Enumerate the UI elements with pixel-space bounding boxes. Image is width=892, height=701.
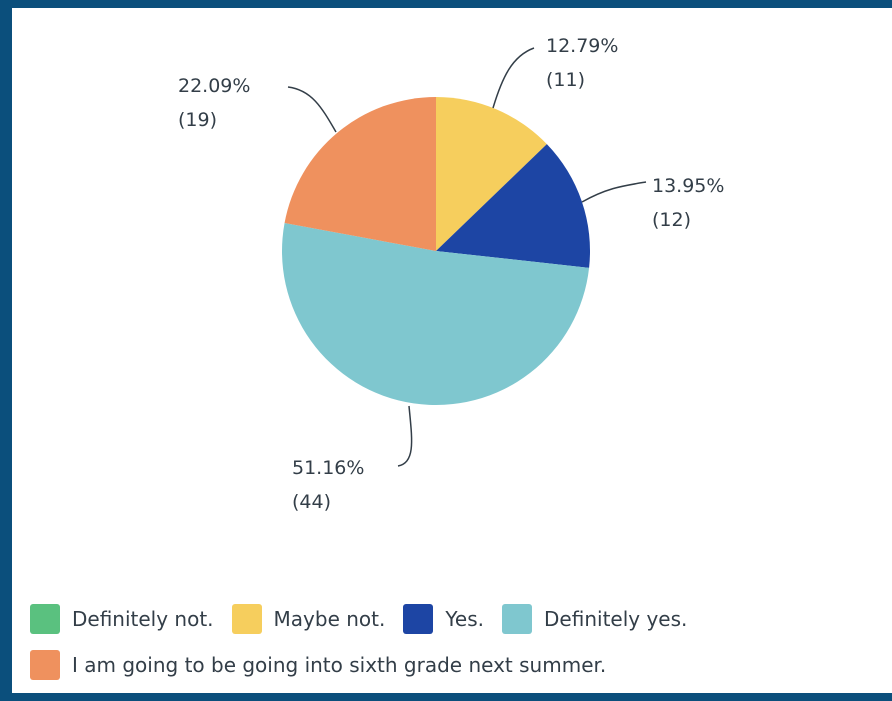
pie-slice-sixth-grade <box>284 97 436 251</box>
legend-label-definitely-not: Definitely not. <box>72 607 214 631</box>
legend-item-yes: Yes. <box>403 604 484 634</box>
legend-swatch-yes <box>403 604 434 634</box>
slice-percent-label-definitely-yes: 51.16% <box>292 457 364 479</box>
leader-line-sixth-grade <box>287 86 337 133</box>
legend-item-definitely-yes: Definitely yes. <box>502 604 687 634</box>
chart-legend: Definitely not. Maybe not. Yes. Definite… <box>30 596 890 688</box>
slice-count-label-yes: (12) <box>652 209 691 231</box>
legend-swatch-definitely-not <box>30 604 60 634</box>
pie-slice-maybe-not <box>436 97 547 251</box>
slice-count-label-maybe-not: (11) <box>546 69 585 91</box>
legend-row-2: I am going to be going into sixth grade … <box>30 642 890 688</box>
legend-item-definitely-not: Definitely not. <box>30 604 214 634</box>
leader-line-definitely-yes <box>397 405 413 467</box>
legend-label-yes: Yes. <box>445 607 485 631</box>
legend-swatch-definitely-yes <box>502 604 533 634</box>
pie-slice-yes <box>436 144 590 268</box>
slice-count-label-sixth-grade: (19) <box>178 109 217 131</box>
slice-percent-label-sixth-grade: 22.09% <box>178 75 250 97</box>
legend-item-maybe-not: Maybe not. <box>231 604 386 634</box>
leader-line-maybe-not <box>492 47 535 109</box>
pie-slice-definitely-yes <box>282 223 590 405</box>
legend-label-sixth-grade: I am going to be going into sixth grade … <box>72 653 607 677</box>
slice-count-label-definitely-yes: (44) <box>292 491 331 513</box>
legend-item-sixth-grade: I am going to be going into sixth grade … <box>30 650 606 680</box>
legend-swatch-sixth-grade <box>30 650 60 680</box>
leader-line-yes <box>581 181 647 203</box>
legend-label-maybe-not: Maybe not. <box>273 607 386 631</box>
chart-panel: 12.79% (11) 13.95% (12) 51.16% (44) 22.09% (19)… <box>12 8 892 693</box>
pie-chart: 12.79% (11) 13.95% (12) 51.16% (44) 22.09% (19) <box>178 35 724 513</box>
slice-percent-label-yes: 13.95% <box>652 175 724 197</box>
legend-swatch-maybe-not <box>231 604 262 634</box>
slice-percent-label-maybe-not: 12.79% <box>546 35 618 57</box>
legend-row-1: Definitely not. Maybe not. Yes. Definite… <box>30 596 890 642</box>
legend-label-definitely-yes: Definitely yes. <box>544 607 688 631</box>
